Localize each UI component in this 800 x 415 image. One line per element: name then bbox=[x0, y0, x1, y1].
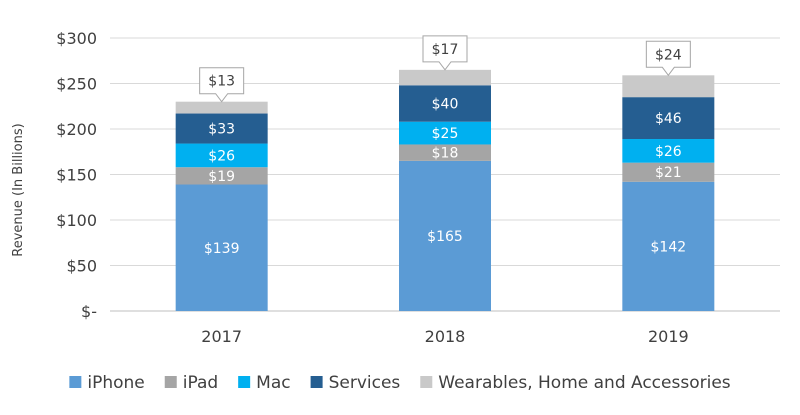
y-axis-ticks: $- $50 $100 $150 $200 $250 $300 bbox=[56, 29, 97, 321]
legend-entry: iPad bbox=[183, 373, 218, 393]
x-tick-label: 2018 bbox=[425, 327, 466, 346]
x-axis-ticks: 2017 2018 2019 bbox=[201, 327, 688, 346]
bar-segment bbox=[399, 85, 491, 122]
data-label: $165 bbox=[427, 229, 463, 245]
bar-segment bbox=[175, 167, 268, 185]
data-label: $26 bbox=[208, 148, 235, 164]
data-label: $24 bbox=[655, 47, 682, 63]
data-label: $40 bbox=[432, 97, 459, 113]
data-label: $46 bbox=[655, 111, 682, 127]
data-label: $18 bbox=[432, 146, 459, 162]
bar-segment bbox=[399, 121, 491, 145]
data-label: $33 bbox=[208, 122, 235, 138]
data-label: $19 bbox=[208, 169, 235, 185]
bar-segment bbox=[399, 69, 491, 86]
bar-segment bbox=[399, 160, 491, 311]
data-label: $13 bbox=[208, 74, 235, 90]
y-tick-label: $200 bbox=[56, 120, 97, 139]
bar-segment bbox=[175, 143, 268, 168]
data-label: $21 bbox=[655, 165, 682, 181]
callout-box bbox=[422, 35, 468, 71]
callout-box bbox=[645, 40, 691, 77]
bars: $139 $19 $26 $33 $13 $165 $18 $25 $40 $17 $142 $21 $… bbox=[175, 35, 715, 311]
bar-segment bbox=[622, 181, 715, 311]
legend-entry: iPhone bbox=[87, 373, 144, 393]
x-tick-label: 2017 bbox=[201, 327, 242, 346]
legend-entry: Services bbox=[329, 373, 401, 393]
bar-segment bbox=[622, 162, 715, 182]
bar-segment bbox=[175, 113, 268, 144]
y-tick-label: $50 bbox=[66, 257, 97, 276]
legend-swatch bbox=[420, 376, 433, 388]
data-label: $139 bbox=[204, 241, 240, 257]
y-tick-label: $100 bbox=[56, 211, 97, 230]
legend-swatch bbox=[164, 376, 177, 388]
y-tick-label: $250 bbox=[56, 75, 97, 94]
legend-entry: Mac bbox=[256, 373, 290, 393]
x-tick-label: 2019 bbox=[648, 327, 689, 346]
y-axis-label: Revenue (In Billions) bbox=[11, 123, 26, 256]
data-label: $142 bbox=[651, 239, 687, 255]
legend-swatch bbox=[310, 376, 323, 388]
bar-segment bbox=[175, 184, 268, 311]
data-label: $25 bbox=[432, 126, 459, 142]
y-tick-label: $300 bbox=[56, 29, 97, 48]
data-label: $26 bbox=[655, 144, 682, 160]
legend-swatch bbox=[69, 376, 82, 388]
y-tick-label: $150 bbox=[56, 166, 97, 185]
bar-segment bbox=[622, 97, 715, 140]
bar-segment bbox=[399, 144, 491, 161]
data-label: $17 bbox=[432, 42, 459, 58]
legend-entry: Wearables, Home and Accessories bbox=[438, 373, 730, 393]
bar-segment bbox=[175, 101, 268, 114]
bar-segment bbox=[622, 139, 715, 163]
legend: iPhone iPad Mac Services Wearables, Home and… bbox=[69, 373, 731, 393]
legend-swatch bbox=[238, 376, 251, 388]
callout-box bbox=[199, 67, 245, 103]
bar-segment bbox=[622, 75, 715, 98]
y-tick-label: $- bbox=[81, 302, 97, 321]
